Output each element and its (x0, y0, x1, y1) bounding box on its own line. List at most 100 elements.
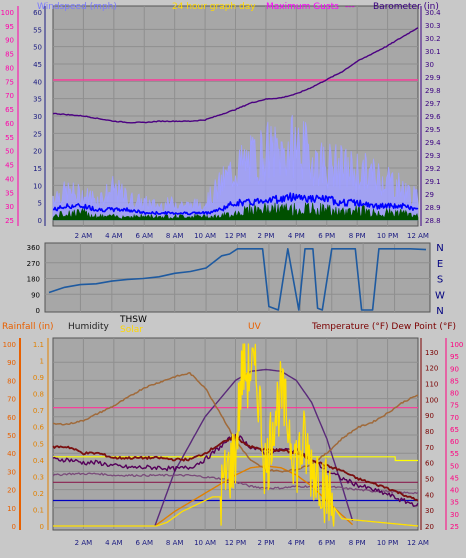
windspeed-label: Windspeed (mph) (37, 2, 117, 12)
top-x-tick: 6 AM (135, 232, 153, 240)
baro-axis-tick: 30.3 (425, 22, 441, 30)
uv-label: UV (248, 322, 262, 332)
temp-axis-tick: 130 (425, 349, 438, 357)
temp-axis-tick: 30 (425, 507, 434, 515)
temp-axis-tick: 120 (425, 365, 438, 373)
graph-title: 24 hour graph day (172, 2, 256, 12)
rain-axis-tick: 30 (7, 468, 16, 476)
gust-axis-tick: 45 (5, 162, 14, 170)
wind-axis-tick: 50 (33, 44, 42, 52)
wind-axis-tick: 20 (33, 148, 42, 156)
dew-axis-tick: 25 (450, 523, 459, 531)
gust-axis-tick: 90 (5, 37, 14, 45)
uv-line (154, 465, 354, 527)
bottom-x-tick: 6 PM (318, 539, 335, 547)
bottom-x-tick: 2 PM (257, 539, 274, 547)
compass-tick: N (436, 243, 443, 254)
bottom-x-tick: 10 PM (377, 539, 398, 547)
bottom-x-tick: 12 PM (225, 539, 246, 547)
compass-tick: N (436, 306, 443, 317)
wind-axis-tick: 15 (33, 165, 42, 173)
max-gusts-dash: --- (345, 2, 355, 12)
top-x-tick: 10 PM (377, 232, 398, 240)
top-x-tick: 12 PM (225, 232, 246, 240)
top-x-tick: 12 AM (407, 232, 429, 240)
wind-axis-tick: 25 (33, 130, 42, 138)
rain-axis-tick: 10 (7, 505, 16, 513)
rainfall-label: Rainfall (in) (2, 322, 54, 332)
max-gusts-label: Maximum Gusts (266, 2, 339, 12)
baro-axis-tick: 29.4 (425, 139, 441, 147)
dir-axis-tick: 270 (27, 260, 40, 268)
dew-axis-tick: 35 (450, 499, 459, 507)
compass-tick: S (437, 275, 443, 286)
bottom-x-tick: 4 AM (105, 539, 123, 547)
humidity-axis-tick: 0.2 (33, 490, 44, 498)
temp-axis-tick: 60 (425, 460, 434, 468)
barometer-label: Barometer (in) (373, 2, 439, 12)
dir-axis-tick: 360 (27, 244, 40, 252)
rain-axis-tick: 60 (7, 414, 16, 422)
top-x-tick: 4 PM (288, 232, 305, 240)
thsw-label: THSW (119, 315, 147, 325)
wind-average-line (52, 192, 419, 216)
humidity-axis-tick: 0 (40, 523, 44, 531)
bottom-x-tick: 4 PM (288, 539, 305, 547)
top-x-tick: 10 AM (194, 232, 216, 240)
rain-axis-tick: 20 (7, 487, 16, 495)
gust-axis-tick: 35 (5, 189, 14, 197)
dew-axis-tick: 30 (450, 511, 459, 519)
dir-axis-tick: 180 (27, 276, 40, 284)
compass-tick: E (437, 259, 443, 270)
wind-axis-tick: 40 (33, 78, 42, 86)
temp-axis-tick: 90 (425, 412, 434, 420)
dew-axis-tick: 65 (450, 426, 459, 434)
baro-axis-tick: 29.1 (425, 178, 441, 186)
dew-axis-tick: 55 (450, 450, 459, 458)
top-x-tick: 4 AM (105, 232, 123, 240)
rain-axis-tick: 0 (12, 523, 16, 531)
humidity-axis-tick: 1.1 (33, 341, 44, 349)
baro-axis-tick: 30 (425, 61, 434, 69)
temp-axis-tick: 70 (425, 444, 434, 452)
wind-axis-tick: 0 (38, 217, 42, 225)
gust-axis-tick: 100 (1, 9, 14, 17)
baro-axis-tick: 28.9 (425, 204, 441, 212)
baro-axis-tick: 29.7 (425, 100, 441, 108)
temp-axis-tick: 80 (425, 428, 434, 436)
temperature-dewpoint-label: Temperature (°F) Dew Point (°F) (311, 322, 456, 332)
gust-axis-tick: 30 (5, 203, 14, 211)
wind-axis-tick: 30 (33, 113, 42, 121)
dir-axis-tick: 0 (36, 307, 40, 315)
top-x-tick: 6 PM (318, 232, 335, 240)
bottom-x-tick: 12 AM (407, 539, 429, 547)
wind-axis-tick: 35 (33, 96, 42, 104)
gust-axis-tick: 40 (5, 175, 14, 183)
humidity-line (52, 372, 419, 473)
gust-axis-tick: 75 (5, 78, 14, 86)
top-x-tick: 8 PM (349, 232, 366, 240)
rain-axis-tick: 100 (3, 341, 16, 349)
gust-axis-tick: 65 (5, 106, 14, 114)
temp-axis-tick: 110 (425, 381, 438, 389)
solar-max-line (154, 368, 354, 527)
compass-tick: W (435, 290, 445, 301)
wind-axis-tick: 55 (33, 26, 42, 34)
gust-axis-tick: 95 (5, 23, 14, 31)
humidity-axis-tick: 0.5 (33, 440, 44, 448)
humidity-axis-tick: 0.9 (33, 374, 44, 382)
humidity-axis-tick: 0.3 (33, 473, 44, 481)
baro-axis-tick: 30.4 (425, 9, 441, 17)
bottom-x-tick: 8 AM (166, 539, 184, 547)
gust-axis-tick: 55 (5, 134, 14, 142)
wind-axis-tick: 5 (38, 200, 42, 208)
wind-direction-line (48, 248, 427, 311)
baro-axis-tick: 29.8 (425, 87, 441, 95)
dew-axis-tick: 100 (450, 341, 463, 349)
rain-axis-tick: 40 (7, 450, 16, 458)
dew-axis-tick: 75 (450, 402, 459, 410)
dew-axis-tick: 70 (450, 414, 459, 422)
dew-axis-tick: 85 (450, 377, 459, 385)
dew-axis-tick: 95 (450, 353, 459, 361)
gust-axis-tick: 85 (5, 51, 14, 59)
